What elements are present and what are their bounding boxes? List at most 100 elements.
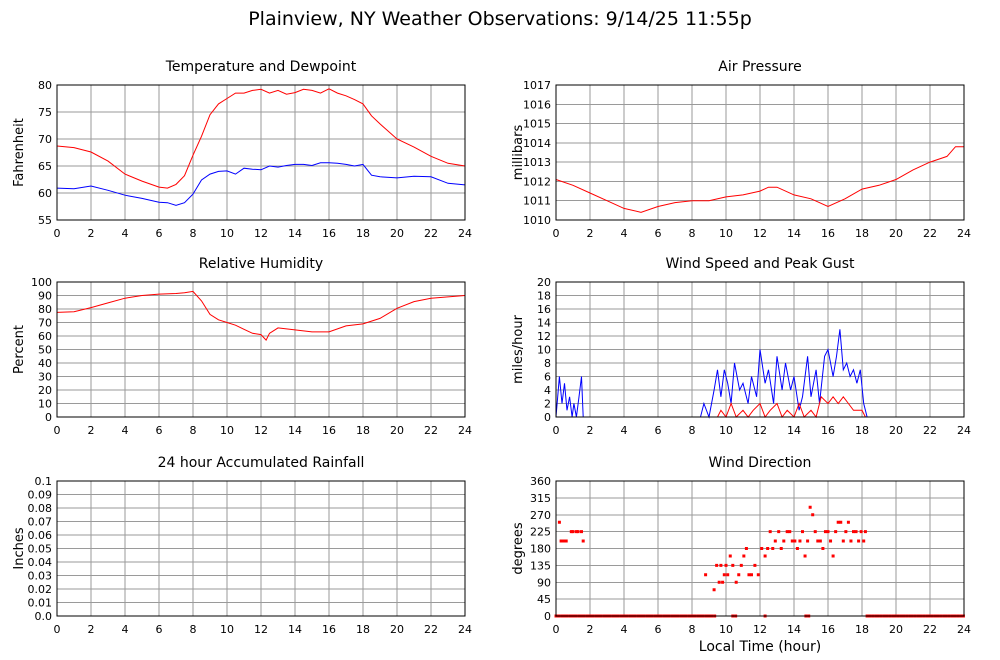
x-tick-label: 0 xyxy=(54,424,61,437)
temperature-title: Temperature and Dewpoint xyxy=(165,59,357,75)
y-tick-label: 65 xyxy=(38,160,52,173)
y-tick-label: 10 xyxy=(537,344,551,357)
direction-data-point xyxy=(557,520,561,524)
x-tick-label: 16 xyxy=(322,227,336,240)
x-tick-label: 20 xyxy=(390,424,404,437)
x-tick-label: 2 xyxy=(88,424,95,437)
x-tick-label: 22 xyxy=(923,227,937,240)
wind-plot-frame xyxy=(555,281,965,418)
direction-data-point xyxy=(768,530,772,534)
x-tick-label: 2 xyxy=(587,623,594,636)
y-tick-label: 0.07 xyxy=(28,516,53,529)
x-tick-label: 24 xyxy=(458,424,472,437)
direction-data-point xyxy=(731,563,735,567)
y-tick-label: 0.09 xyxy=(28,489,53,502)
y-tick-label: 0.06 xyxy=(28,529,53,542)
direction-data-point xyxy=(766,547,770,550)
y-tick-label: 0.04 xyxy=(28,556,53,569)
direction-data-point xyxy=(816,539,820,543)
direction-plot-frame xyxy=(555,480,965,617)
rainfall-plot-frame xyxy=(56,480,466,617)
x-tick-label: 2 xyxy=(88,227,95,240)
x-tick-label: 22 xyxy=(923,623,937,636)
x-tick-label: 8 xyxy=(689,623,696,636)
direction-data-point xyxy=(779,547,783,550)
y-tick-label: 60 xyxy=(38,187,52,200)
y-tick-label: 0 xyxy=(544,610,551,623)
direction-data-point xyxy=(756,573,760,577)
direction-data-point xyxy=(795,547,799,550)
x-tick-label: 24 xyxy=(957,623,971,636)
x-tick-label: 2 xyxy=(587,424,594,437)
direction-data-point xyxy=(821,547,825,550)
x-tick-label: 6 xyxy=(655,227,662,240)
humidity-plot-frame xyxy=(56,281,466,418)
x-tick-label: 10 xyxy=(719,227,733,240)
direction-data-point xyxy=(788,530,792,534)
direction-data-point xyxy=(863,530,867,534)
y-tick-label: 0.05 xyxy=(28,543,53,556)
x-tick-label: 14 xyxy=(288,623,302,636)
x-tick-label: 12 xyxy=(254,227,268,240)
direction-data-point xyxy=(739,563,743,567)
pressure-plot-frame xyxy=(555,84,965,221)
x-tick-label: 16 xyxy=(821,227,835,240)
wind-series-line-0 xyxy=(555,329,964,419)
x-tick-label: 18 xyxy=(356,227,370,240)
direction-data-point xyxy=(580,530,583,534)
y-tick-label: 1014 xyxy=(523,137,551,150)
direction-data-point xyxy=(771,547,775,550)
direction-data-point xyxy=(846,520,850,524)
x-tick-label: 20 xyxy=(390,623,404,636)
direction-data-point xyxy=(724,563,728,567)
direction-data-point xyxy=(717,580,721,584)
direction-data-point xyxy=(576,530,580,534)
x-tick-label: 24 xyxy=(458,227,472,240)
x-tick-label: 22 xyxy=(424,227,438,240)
humidity-y-axis-label: Percent xyxy=(12,325,27,374)
x-tick-label: 18 xyxy=(855,623,869,636)
direction-data-point xyxy=(753,563,757,567)
x-tick-label: 10 xyxy=(220,424,234,437)
y-tick-label: 70 xyxy=(38,317,52,330)
y-tick-label: 0.01 xyxy=(28,597,53,610)
direction-data-point xyxy=(728,554,732,558)
pressure-y-axis-label: millibars xyxy=(511,125,526,181)
y-tick-label: 100 xyxy=(31,276,52,289)
temperature-series-line-0 xyxy=(56,88,466,189)
y-tick-label: 135 xyxy=(530,559,551,572)
pressure-title: Air Pressure xyxy=(718,59,801,75)
direction-data-point xyxy=(559,539,563,543)
direction-data-point xyxy=(849,539,853,543)
x-tick-label: 4 xyxy=(122,424,129,437)
temperature-plot-frame xyxy=(56,84,466,221)
x-tick-label: 12 xyxy=(753,623,767,636)
direction-data-point xyxy=(841,539,845,543)
x-tick-label: 18 xyxy=(356,623,370,636)
direction-data-point xyxy=(726,573,730,577)
x-tick-label: 14 xyxy=(288,424,302,437)
x-tick-label: 14 xyxy=(787,623,801,636)
x-tick-label: 8 xyxy=(190,623,197,636)
x-tick-label: 0 xyxy=(54,623,61,636)
rainfall-y-axis-label: Inches xyxy=(12,527,27,569)
x-tick-label: 6 xyxy=(156,623,163,636)
direction-data-point xyxy=(854,530,858,534)
y-tick-label: 80 xyxy=(38,303,52,316)
y-tick-label: 270 xyxy=(530,509,551,522)
direction-data-point xyxy=(569,530,573,534)
direction-data-point xyxy=(808,505,812,509)
direction-data-point xyxy=(813,530,817,534)
x-tick-label: 16 xyxy=(821,623,835,636)
x-tick-label: 6 xyxy=(156,424,163,437)
x-tick-label: 16 xyxy=(821,424,835,437)
direction-data-point xyxy=(715,563,719,567)
y-tick-label: 180 xyxy=(530,543,551,556)
x-tick-label: 18 xyxy=(356,424,370,437)
direction-data-point xyxy=(801,530,804,534)
x-tick-label: 12 xyxy=(753,424,767,437)
